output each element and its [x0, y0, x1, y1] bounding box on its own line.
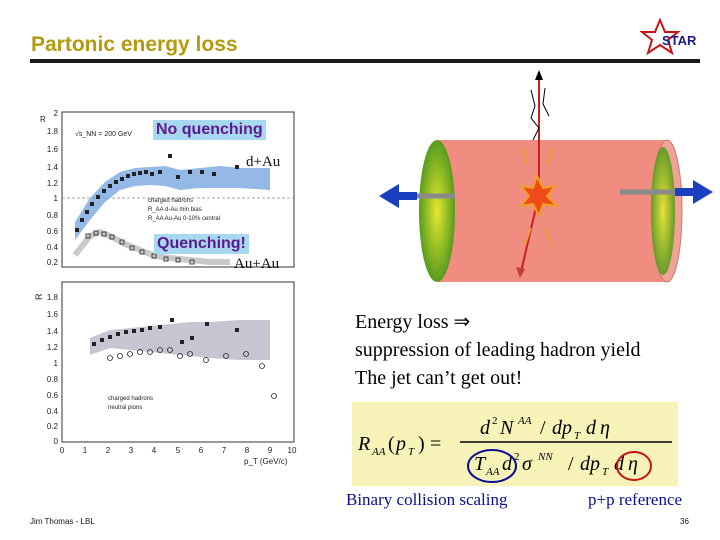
text-line: The jet can’t get out! [355, 367, 523, 389]
top-axis-label: R [40, 115, 46, 124]
svg-text:): ) [418, 433, 425, 455]
svg-text:σ: σ [522, 453, 533, 475]
svg-text:/: / [540, 417, 546, 439]
ytick-bottom: 0.4 [47, 407, 59, 416]
legend-top-entry: R_AA d-Au min bias [148, 207, 202, 213]
ytick-bottom: 1.6 [47, 310, 59, 319]
svg-text:η: η [600, 417, 610, 439]
energy-label: √s_NN = 200 GeV [75, 130, 132, 138]
legend-bottom-entry: neutral pions [108, 405, 142, 411]
xtick: 1 [83, 446, 88, 455]
ytick-top: 0.2 [47, 258, 59, 267]
xtick: 9 [268, 446, 273, 455]
star-logo: STAR [640, 18, 697, 56]
slide-title: Partonic energy loss [31, 33, 238, 56]
svg-text:2: 2 [514, 451, 520, 463]
svg-text:NN: NN [537, 451, 553, 463]
pp-reference-caption: p+p reference [588, 490, 683, 509]
title-underline [30, 59, 700, 63]
svg-text:dp: dp [552, 417, 572, 439]
ytick-top: 0.6 [47, 227, 59, 236]
svg-text:T: T [602, 466, 609, 478]
xtick: 8 [245, 446, 250, 455]
legend-top-entry: R_AA Au-Au 0-10% central [148, 216, 220, 222]
xtick: 5 [176, 446, 181, 455]
svg-text:η: η [628, 453, 638, 475]
quenching-tag: Quenching! [154, 234, 249, 254]
xtick: 4 [152, 446, 157, 455]
page-number: 36 [680, 517, 689, 526]
auau-label: Au+Au [234, 256, 280, 272]
xtick: 6 [199, 446, 204, 455]
ytick-top: 1 [54, 194, 59, 203]
text-line: suppression of leading hadron yield [355, 339, 641, 361]
ytick-top: 0.8 [47, 211, 59, 220]
dau-label: d+Au [246, 154, 281, 170]
legend-bottom-entry: charged hadrons [108, 396, 153, 402]
svg-text:AA: AA [485, 466, 500, 478]
ytick-bottom: 1.2 [47, 343, 59, 352]
svg-text:AA: AA [371, 446, 386, 458]
svg-text:T: T [574, 430, 581, 442]
ytick-top: 1.4 [47, 163, 59, 172]
svg-text:p: p [394, 433, 406, 455]
raa-plot-figure: 2 1.8 1.6 1.4 1.2 1 0.8 0.6 0.4 0.2 R √s… [34, 110, 297, 466]
svg-text:R: R [357, 433, 370, 455]
no-quenching-tag: No quenching [153, 120, 266, 140]
ytick-bottom: 0.6 [47, 391, 59, 400]
svg-text:d: d [586, 417, 597, 439]
ytick-bottom: 0 [54, 437, 59, 446]
ytick-bottom: 0.2 [47, 422, 59, 431]
energy-loss-text: Energy loss ⇒ suppression of leading had… [355, 308, 641, 392]
ytick-top: 1.8 [47, 127, 59, 136]
collision-illustration [379, 70, 713, 283]
svg-text:dp: dp [580, 453, 600, 475]
xtick: 3 [129, 446, 134, 455]
raa-formula-equation: R AA ( p T ) = d 2 N AA / dp T d η T AA … [357, 415, 672, 483]
svg-text:T: T [474, 453, 487, 475]
ytick-top: 2 [54, 110, 59, 118]
raa-formula: R AA ( p T ) = d 2 N AA / dp T d η T AA … [352, 402, 678, 486]
svg-text:N: N [499, 417, 515, 439]
x-axis-label: p_T (GeV/c) [244, 457, 288, 466]
ytick-bottom: 0.8 [47, 375, 59, 384]
svg-text:AA: AA [517, 415, 532, 427]
logo-text: STAR [662, 33, 697, 48]
footer-author: Jim Thomas - LBL [30, 517, 95, 526]
svg-text:d: d [502, 453, 513, 475]
ytick-bottom: 1.8 [47, 293, 59, 302]
xtick: 7 [222, 446, 227, 455]
ytick-top: 1.2 [47, 179, 59, 188]
text-line: Energy loss ⇒ [355, 311, 471, 333]
binary-scaling-caption: Binary collision scaling [346, 490, 508, 509]
ytick-top: 1.6 [47, 145, 59, 154]
ytick-bottom: 1.4 [47, 327, 59, 336]
svg-text:d: d [614, 453, 625, 475]
svg-text:(: ( [388, 433, 395, 455]
svg-text:T: T [408, 446, 415, 458]
side-axis-label: R [34, 293, 44, 300]
xtick: 2 [106, 446, 111, 455]
svg-text:=: = [430, 433, 441, 455]
ytick-bottom: 1 [54, 359, 59, 368]
xtick: 0 [60, 446, 65, 455]
legend-top-entry: charged hadrons [148, 198, 193, 204]
ytick-top: 0.4 [47, 243, 59, 252]
svg-text:d: d [480, 417, 491, 439]
svg-text:/: / [568, 453, 574, 475]
svg-text:2: 2 [492, 415, 498, 427]
xtick: 10 [288, 446, 297, 455]
